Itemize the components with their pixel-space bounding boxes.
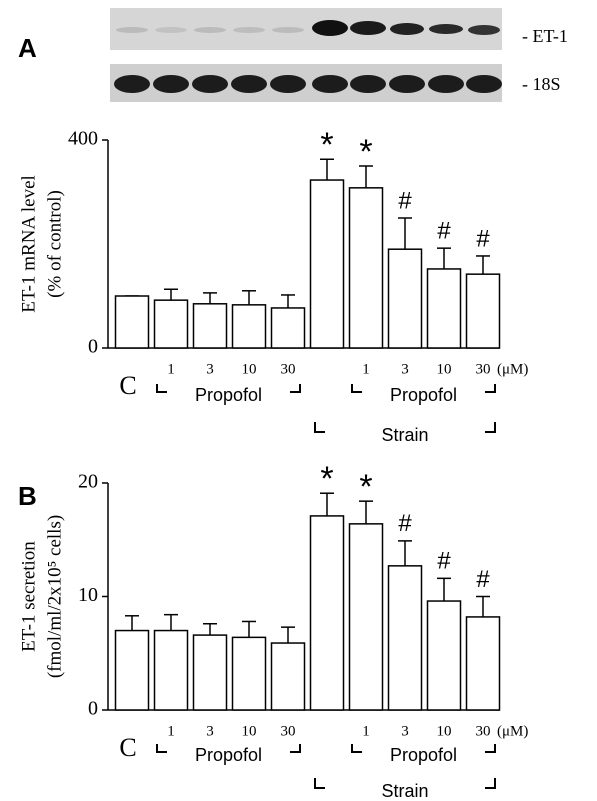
significance-mark: # (398, 510, 412, 537)
bar (194, 635, 227, 710)
bar (350, 524, 383, 710)
blot: - ET-1 - 18S (110, 8, 568, 102)
x-tick-label: 3 (401, 361, 409, 377)
group-label: Propofol (195, 385, 262, 405)
unit-label: (μM) (497, 723, 528, 739)
bar (233, 305, 266, 348)
x-tick-label: 1 (362, 361, 370, 377)
significance-mark: * (359, 133, 372, 171)
x-tick-label: 1 (167, 361, 175, 377)
group-bracket (315, 422, 325, 432)
significance-mark: * (359, 468, 372, 506)
significance-mark: # (437, 548, 451, 575)
blot-label: - 18S (522, 74, 561, 94)
significance-mark: * (320, 126, 333, 164)
group-label: Strain (381, 781, 428, 801)
y-axis-label: ET-1 mRNA level (18, 175, 39, 313)
panel-label: A (18, 33, 37, 63)
x-tick-label: 1 (167, 723, 175, 739)
group-bracket (157, 384, 167, 392)
y-tick-label: 0 (88, 698, 98, 720)
x-tick-label: 30 (476, 361, 491, 377)
x-tick-label: 30 (281, 723, 296, 739)
group-bracket (485, 422, 495, 432)
group-label: Propofol (390, 745, 457, 765)
bar (467, 617, 500, 710)
y-tick-label: 400 (68, 128, 98, 150)
significance-mark: # (437, 218, 451, 245)
y-tick-label: 20 (78, 471, 98, 493)
bar (233, 637, 266, 710)
x-tick-label: C (119, 371, 136, 400)
x-tick-label: 3 (206, 361, 214, 377)
significance-mark: # (476, 566, 490, 593)
x-tick-label: 3 (206, 723, 214, 739)
bar (311, 516, 344, 710)
bar (116, 631, 149, 710)
group-label: Strain (381, 425, 428, 445)
bar (155, 631, 188, 710)
group-bracket (290, 744, 300, 752)
y-axis-label: (fmol/ml/2x10⁵ cells) (44, 515, 65, 678)
significance-mark: # (476, 225, 490, 252)
unit-label: (μM) (497, 361, 528, 377)
group-bracket (485, 384, 495, 392)
bar (350, 188, 383, 348)
x-tick-label: 3 (401, 723, 409, 739)
group-bracket (485, 778, 495, 788)
bar (467, 274, 500, 348)
group-bracket (352, 384, 362, 392)
bar (155, 300, 188, 348)
figure: - ET-1 - 18S A 0 400 ET-1 mRNA level(% of c… (0, 0, 597, 801)
bar (272, 643, 305, 710)
group-bracket (352, 744, 362, 752)
group-bracket (157, 744, 167, 752)
significance-mark: * (320, 460, 333, 498)
x-tick-label: 10 (242, 361, 257, 377)
panel-label: B (18, 481, 37, 511)
y-tick-label: 0 (88, 336, 98, 358)
bar (389, 566, 422, 710)
bar (272, 308, 305, 348)
bar (116, 296, 149, 348)
y-axis-label: ET-1 secretion (18, 541, 39, 652)
bar (389, 249, 422, 348)
y-tick-label: 10 (78, 584, 98, 606)
x-tick-label: 10 (437, 723, 452, 739)
x-tick-label: 30 (476, 723, 491, 739)
bar (194, 304, 227, 348)
significance-mark: # (398, 187, 412, 214)
x-tick-label: 30 (281, 361, 296, 377)
x-tick-label: 1 (362, 723, 370, 739)
group-label: Propofol (390, 385, 457, 405)
x-tick-label: 10 (242, 723, 257, 739)
x-tick-label: C (119, 733, 136, 762)
bar (428, 601, 461, 710)
group-bracket (315, 778, 325, 788)
blot-label: - ET-1 (522, 26, 568, 46)
y-axis-label: (% of control) (44, 190, 65, 298)
bar (428, 269, 461, 348)
group-label: Propofol (195, 745, 262, 765)
group-bracket (290, 384, 300, 392)
x-tick-label: 10 (437, 361, 452, 377)
bar (311, 180, 344, 348)
group-bracket (485, 744, 495, 752)
